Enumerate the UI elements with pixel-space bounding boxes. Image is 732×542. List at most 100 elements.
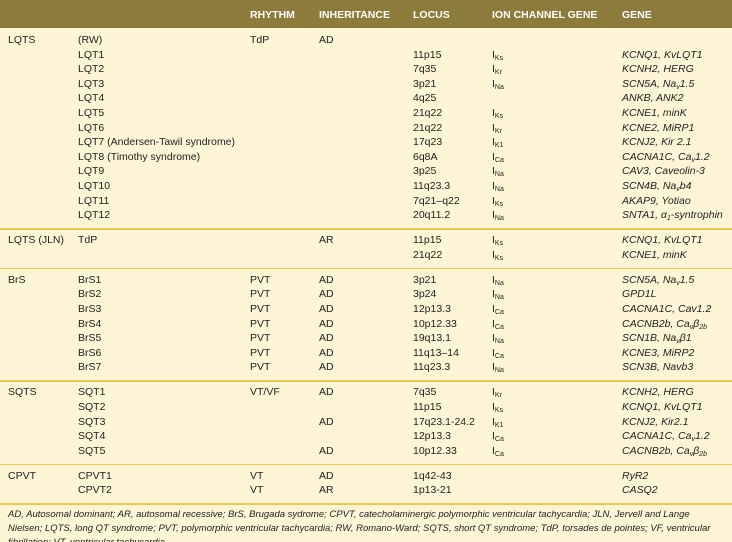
rhythm-cell: PVT	[250, 332, 271, 345]
subtype-cell: BrS6	[78, 346, 102, 359]
ion-cell: IK1	[492, 416, 503, 432]
locus-cell: 11q23.3	[413, 180, 451, 192]
ion-main: I	[492, 361, 495, 374]
ion-cell: INa	[492, 165, 504, 181]
locus-cell: 7q35	[413, 386, 437, 399]
gene-text: β	[693, 317, 700, 330]
subtype-cell: LQT10	[78, 180, 111, 192]
ion-sub: Na	[494, 294, 504, 302]
ion-main: I	[492, 165, 495, 178]
subtype-cell: CPVT1	[78, 469, 112, 482]
subtype-cell: LQT3	[78, 77, 105, 90]
locus-cell: 21q22	[413, 121, 443, 134]
subtype-cell: BrS3	[78, 303, 102, 315]
ion-main: I	[492, 317, 495, 330]
group-separator	[0, 267, 732, 270]
ion-main: I	[492, 444, 495, 457]
locus-cell: 3p21	[413, 77, 437, 90]
gene-text: 1.5	[679, 77, 695, 90]
ion-main: I	[492, 430, 495, 443]
gene-cell: SCN1B, Navβ1	[622, 332, 692, 348]
locus-cell: 4q25	[413, 92, 437, 105]
gene-text: 1.2	[694, 150, 710, 163]
column-header: RHYTHM	[250, 9, 295, 21]
rhythm-cell: PVT	[250, 317, 271, 330]
group-separator	[0, 380, 732, 382]
inheritance-cell: AD	[319, 361, 334, 374]
inheritance-cell: AR	[319, 234, 334, 247]
inheritance-cell: AD	[319, 469, 334, 482]
ion-cell: IKs	[492, 49, 503, 65]
subtype-cell: LQT11	[78, 194, 110, 207]
gene-text: GPD1L	[622, 288, 657, 301]
ion-sub: Ca	[494, 450, 504, 458]
subtype-cell: LQT4	[78, 92, 105, 105]
ion-sub: Ca	[494, 309, 504, 316]
ion-sub: Ks	[494, 254, 504, 262]
gene-sub: 1	[666, 215, 671, 223]
rhythm-cell: PVT	[250, 303, 271, 315]
gene-cell: CACNA1C, Cav1.2	[622, 151, 710, 167]
inheritance-cell: AD	[319, 303, 334, 315]
locus-cell: 1q42-43	[413, 469, 452, 482]
rhythm-cell: PVT	[250, 273, 271, 286]
locus-cell: 11q23.3	[413, 361, 451, 374]
ion-main: I	[492, 248, 495, 261]
locus-cell: 3p25	[413, 165, 437, 178]
subtype-cell: BrS5	[78, 332, 102, 345]
ion-cell: IKs	[492, 401, 503, 417]
ion-cell: ICa	[492, 303, 504, 319]
inheritance-cell: AD	[319, 273, 334, 286]
ion-main: I	[492, 136, 495, 149]
locus-cell: 12p13.3	[413, 303, 451, 315]
ion-main: I	[492, 121, 495, 134]
gene-cell: SCN3B, Navb3	[622, 361, 693, 373]
locus-cell: 21q22	[413, 248, 443, 261]
group-separator	[0, 463, 732, 466]
subtype-cell: SQT4	[78, 430, 106, 443]
gene-cell: SNTA1, α1-syntrophin	[622, 209, 723, 225]
column-header: INHERITANCE	[319, 9, 390, 21]
ion-cell: IKs	[492, 195, 503, 211]
gene-sub: v	[691, 436, 695, 444]
locus-cell: 3p24	[413, 288, 437, 301]
locus-cell: 1p13-21	[413, 484, 452, 497]
ion-cell: IKs	[492, 107, 503, 123]
inheritance-cell: AD	[319, 386, 334, 399]
inheritance-cell: AD	[319, 34, 334, 46]
gene-cell: CACNB2b, Cavβ2b	[622, 318, 707, 334]
locus-cell: 11p15	[413, 234, 442, 247]
ion-sub: Ca	[494, 436, 504, 444]
ion-sub: Ca	[494, 323, 504, 331]
ion-cell: IKr	[492, 386, 502, 402]
subtype-cell: BrS7	[78, 361, 102, 374]
subtype-cell: SQT5	[78, 444, 106, 457]
inheritance-cell: AR	[319, 484, 334, 497]
locus-cell: 7q35	[413, 63, 437, 76]
ion-cell: INa	[492, 274, 504, 290]
subtype-cell: SQT1	[78, 386, 106, 399]
locus-cell: 11q13–14	[413, 346, 459, 359]
gene-cell: RyR2	[622, 470, 648, 482]
locus-cell: 20q11.2	[413, 209, 451, 222]
gene-cell: KCNE1, minK	[622, 249, 687, 261]
gene-cell: CACNA1C, Cav1.2	[622, 430, 710, 446]
gene-text: KCNQ1, KvLQT1	[622, 48, 703, 61]
ion-main: I	[492, 107, 495, 119]
locus-cell: 12p13.3	[413, 430, 451, 443]
ion-main: I	[492, 415, 495, 428]
group-separator	[0, 503, 732, 505]
inheritance-cell: AD	[319, 332, 334, 345]
subtype-cell: LQT5	[78, 107, 105, 119]
ion-main: I	[492, 303, 495, 315]
gene-text: KCNH2, HERG	[622, 63, 694, 76]
subtype-cell: (RW)	[78, 34, 103, 46]
ion-cell: INa	[492, 361, 504, 377]
inheritance-cell: AD	[319, 317, 334, 330]
ion-cell: INa	[492, 78, 504, 94]
gene-sub: v	[689, 450, 694, 458]
gene-text: SNTA1, α	[622, 209, 667, 222]
gene-cell: CACNA1C, Cav1.2	[622, 303, 711, 315]
locus-cell: 7q21–q22	[413, 194, 460, 207]
gene-text: RyR2	[622, 469, 649, 482]
